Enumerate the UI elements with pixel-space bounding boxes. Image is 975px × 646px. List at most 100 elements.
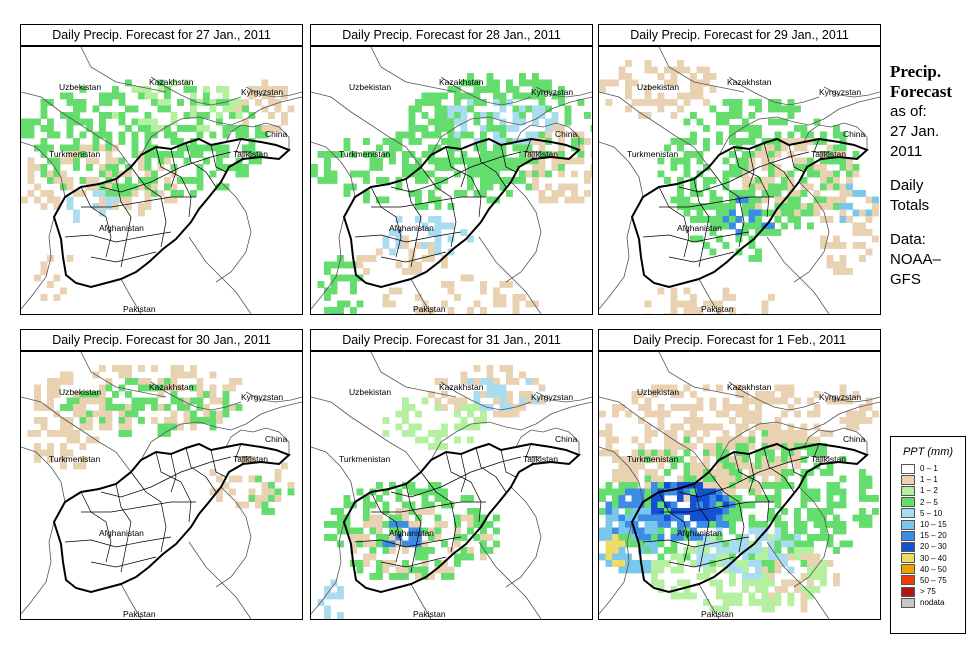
country-borders — [599, 352, 880, 619]
precip-cell — [703, 456, 710, 463]
precip-cell — [683, 300, 691, 308]
precip-cell — [415, 196, 422, 204]
precip-cell — [716, 131, 723, 139]
precip-cell — [131, 118, 139, 126]
precip-cell — [447, 501, 455, 509]
precip-cell — [389, 248, 396, 256]
legend-item: 10 – 15 — [891, 519, 965, 530]
asof-year: 2011 — [890, 143, 923, 160]
border-line — [793, 181, 830, 283]
precip-cell — [369, 164, 377, 171]
precip-cell — [395, 508, 403, 515]
panel-title: Daily Precip. Forecast for 1 Feb., 2011 — [598, 329, 881, 351]
precip-cell — [454, 553, 461, 561]
precip-cell — [826, 216, 834, 223]
precip-cell — [683, 307, 691, 314]
precip-cell — [657, 482, 665, 489]
precip-cell — [545, 183, 552, 191]
precip-cell — [222, 99, 230, 106]
precip-cell — [356, 261, 364, 269]
border-line — [21, 396, 132, 473]
precip-cell — [144, 378, 152, 385]
precip-cell — [170, 131, 178, 139]
country-label-tajikistan: Tajikistan — [523, 149, 558, 159]
precip-cell — [428, 248, 435, 256]
precip-cell — [512, 118, 520, 126]
precip-cell — [118, 371, 126, 379]
precip-cell — [839, 242, 847, 249]
precip-cell — [467, 170, 474, 178]
precip-cell — [677, 66, 684, 74]
precip-cell — [781, 203, 788, 210]
precip-cell — [499, 164, 507, 171]
precip-cell — [421, 203, 429, 210]
precip-cell — [696, 209, 704, 217]
precip-cell — [677, 144, 684, 152]
precip-cell — [748, 209, 756, 217]
precip-cell — [86, 423, 93, 431]
precip-cell — [826, 534, 834, 541]
precip-cell — [670, 157, 678, 165]
precip-cell — [677, 177, 684, 184]
precip-cell — [625, 469, 632, 476]
precip-cell — [690, 495, 697, 502]
precip-cell — [99, 118, 106, 126]
province-line — [170, 148, 177, 188]
precip-cell — [382, 566, 390, 574]
precip-cell — [584, 177, 591, 184]
province-line — [371, 501, 486, 513]
precip-cell — [356, 527, 364, 535]
precip-cell — [190, 417, 197, 424]
precip-cell — [389, 573, 396, 580]
precip-cell — [441, 125, 448, 132]
precip-cell — [696, 508, 704, 515]
precip-cell — [118, 365, 126, 372]
precip-cell — [47, 170, 54, 178]
precip-cell — [125, 417, 132, 424]
precip-cell — [794, 553, 801, 561]
precip-cell — [703, 560, 710, 567]
country-label-uzbekistan: Uzbekistan — [637, 82, 679, 92]
precip-cell — [330, 261, 338, 269]
precip-cell — [428, 547, 435, 554]
border-line — [478, 541, 542, 619]
precip-cell — [242, 99, 249, 106]
precip-cell — [800, 157, 808, 165]
precip-cell — [742, 560, 749, 567]
precip-cell — [807, 586, 814, 593]
precip-cell — [644, 86, 652, 93]
precip-cell — [144, 190, 152, 197]
precip-cell — [729, 547, 736, 554]
precip-cell — [324, 521, 331, 528]
precip-cell — [755, 488, 762, 496]
precip-cell — [781, 144, 788, 152]
precip-cell — [846, 177, 853, 184]
precip-cell — [376, 196, 383, 204]
precip-cell — [402, 547, 409, 554]
precip-cell — [709, 514, 717, 522]
precip-cell — [506, 378, 513, 385]
precip-cell — [421, 151, 429, 158]
precip-cell — [499, 118, 507, 126]
precip-cell — [625, 105, 632, 113]
precip-cell — [382, 534, 390, 541]
border-line — [793, 486, 830, 588]
precip-cell — [402, 560, 409, 567]
precip-cell — [696, 397, 704, 405]
precip-cell — [519, 170, 526, 178]
precip-cell — [53, 274, 61, 282]
precip-cell — [99, 384, 106, 392]
precip-cell — [389, 138, 396, 145]
precip-cell — [794, 436, 801, 444]
precip-cell — [545, 196, 552, 204]
precip-cell — [748, 397, 756, 405]
precip-cell — [434, 118, 442, 126]
precip-cell — [261, 495, 269, 502]
precip-cell — [859, 229, 866, 236]
precip-cell — [125, 365, 132, 372]
precip-cell — [716, 209, 723, 217]
precip-cell — [428, 488, 435, 496]
precip-cell — [402, 170, 409, 178]
precip-cell — [703, 521, 710, 528]
precip-cell — [703, 547, 710, 554]
